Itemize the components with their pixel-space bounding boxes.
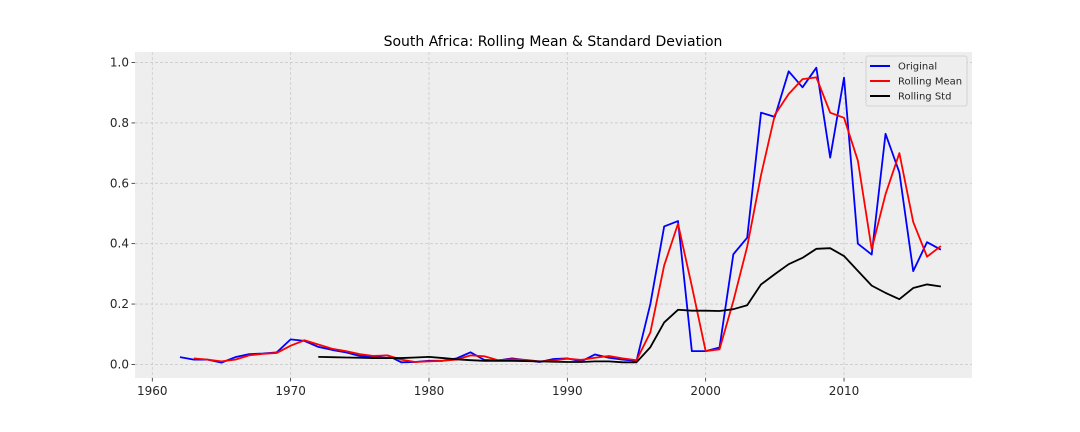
y-tick-label: 1.0 [110,56,129,70]
grid-lines [135,52,972,378]
plot-background [135,52,972,378]
series-lines [179,66,942,364]
legend-label-original: Original [898,62,937,73]
y-tick-label: 0.2 [110,297,129,311]
series-line-rolling-mean [193,76,942,363]
y-tick-label: 0.8 [110,116,129,130]
x-tick-label: 1960 [137,384,168,398]
x-tick-label: 1990 [552,384,583,398]
y-tick-label: 0.0 [110,357,129,371]
legend: Original Rolling Mean Rolling Std [865,55,968,107]
x-tick-label: 1970 [275,384,306,398]
chart-title: South Africa: Rolling Mean & Standard De… [384,34,723,50]
y-tick-label: 0.6 [110,176,129,190]
x-tick-label: 2000 [690,384,721,398]
legend-label-rolling-mean: Rolling Mean [898,77,962,88]
legend-box [865,55,968,107]
x-tick-label: 2010 [829,384,860,398]
legend-label-rolling-std: Rolling Std [898,92,951,103]
tick-labels: 1960 1970 1980 1990 2000 2010 0.0 0.2 0.4 0.6 0.8 1… [110,56,859,398]
series-line-rolling-std [318,247,942,364]
x-tick-label: 1980 [414,384,445,398]
y-tick-label: 0.4 [110,237,129,251]
